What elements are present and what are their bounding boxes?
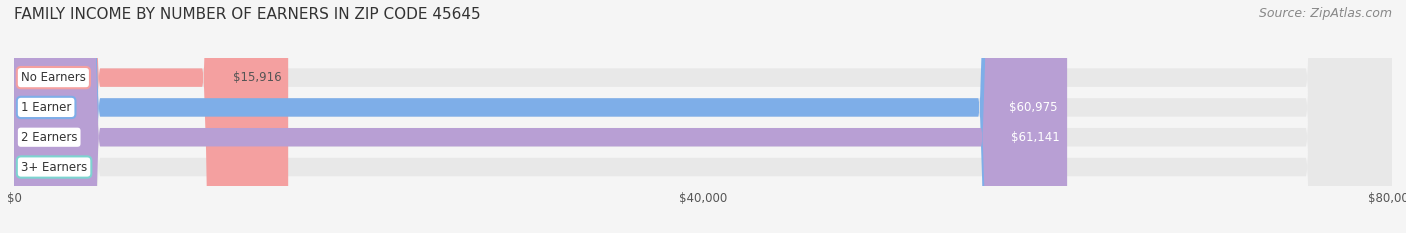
Text: 3+ Earners: 3+ Earners bbox=[21, 161, 87, 174]
FancyBboxPatch shape bbox=[14, 0, 288, 233]
Text: $60,975: $60,975 bbox=[1010, 101, 1057, 114]
FancyBboxPatch shape bbox=[14, 0, 1064, 233]
Text: No Earners: No Earners bbox=[21, 71, 86, 84]
Text: $15,916: $15,916 bbox=[232, 71, 281, 84]
Text: $0: $0 bbox=[31, 161, 45, 174]
Text: FAMILY INCOME BY NUMBER OF EARNERS IN ZIP CODE 45645: FAMILY INCOME BY NUMBER OF EARNERS IN ZI… bbox=[14, 7, 481, 22]
Text: 2 Earners: 2 Earners bbox=[21, 131, 77, 144]
FancyBboxPatch shape bbox=[14, 0, 1392, 233]
Text: $61,141: $61,141 bbox=[1011, 131, 1060, 144]
FancyBboxPatch shape bbox=[14, 0, 1392, 233]
FancyBboxPatch shape bbox=[14, 0, 1392, 233]
FancyBboxPatch shape bbox=[14, 0, 1392, 233]
Text: 1 Earner: 1 Earner bbox=[21, 101, 72, 114]
Text: Source: ZipAtlas.com: Source: ZipAtlas.com bbox=[1258, 7, 1392, 20]
FancyBboxPatch shape bbox=[14, 0, 1067, 233]
